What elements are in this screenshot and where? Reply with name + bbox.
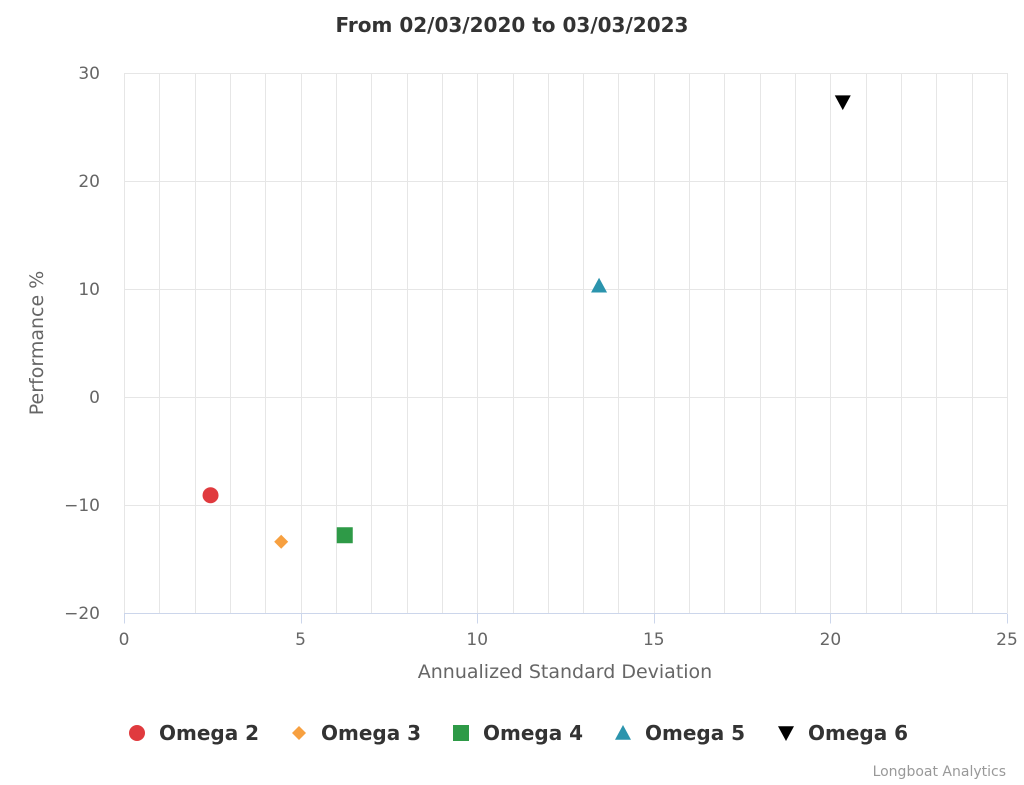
data-point-omega-3[interactable] — [274, 534, 289, 549]
legend: Omega 2 Omega 3 Omega 4 Omega 5 Omega 6 — [129, 721, 908, 745]
y-tick-label: 10 — [78, 280, 100, 300]
x-tick-label: 10 — [466, 630, 488, 650]
chart-title: From 02/03/2020 to 03/03/2023 — [336, 13, 689, 37]
legend-marker-omega-3[interactable] — [292, 726, 306, 740]
y-tick-label: 30 — [78, 64, 100, 84]
x-tick-label: 25 — [996, 630, 1018, 650]
legend-label-omega-6: Omega 6 — [808, 721, 908, 745]
y-tick-label: 20 — [78, 172, 100, 192]
legend-item-omega-5[interactable]: Omega 5 — [615, 721, 745, 745]
legend-label-omega-5: Omega 5 — [645, 721, 745, 745]
legend-label-omega-3: Omega 3 — [321, 721, 421, 745]
legend-item-omega-2[interactable]: Omega 2 — [129, 721, 259, 745]
data-point-omega-2[interactable] — [202, 487, 219, 504]
legend-item-omega-3[interactable]: Omega 3 — [292, 721, 421, 745]
axes — [124, 613, 1008, 624]
x-tick-label: 5 — [295, 630, 306, 650]
credits-label[interactable]: Longboat Analytics — [873, 764, 1006, 780]
legend-marker-omega-6[interactable] — [778, 726, 794, 741]
y-tick-label: 0 — [89, 388, 100, 408]
legend-item-omega-4[interactable]: Omega 4 — [453, 721, 583, 745]
legend-marker-omega-5[interactable] — [615, 725, 631, 740]
y-tick-label: −10 — [64, 496, 100, 516]
x-tick-label: 20 — [820, 630, 842, 650]
legend-label-omega-4: Omega 4 — [483, 721, 583, 745]
y-tick-label: −20 — [64, 604, 100, 624]
legend-item-omega-6[interactable]: Omega 6 — [778, 721, 908, 745]
data-points — [202, 95, 851, 549]
x-axis-title: Annualized Standard Deviation — [418, 661, 712, 683]
data-point-omega-6[interactable] — [834, 95, 851, 111]
grid-lines — [124, 73, 1008, 613]
x-tick-label: 0 — [119, 630, 130, 650]
legend-label-omega-2: Omega 2 — [159, 721, 259, 745]
legend-marker-omega-2[interactable] — [129, 725, 145, 741]
data-point-omega-5[interactable] — [591, 277, 608, 293]
legend-marker-omega-4[interactable] — [453, 725, 469, 741]
tick-labels: 0 5 10 15 20 25 −20 −10 0 10 20 30 — [64, 64, 1018, 650]
x-tick-label: 15 — [643, 630, 665, 650]
y-axis-title: Performance % — [26, 271, 48, 416]
data-point-omega-4[interactable] — [336, 527, 353, 544]
